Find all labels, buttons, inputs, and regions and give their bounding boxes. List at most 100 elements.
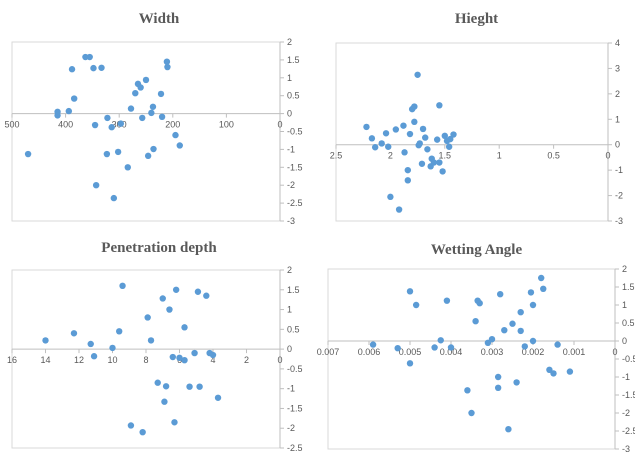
data-point [172,131,179,139]
x-tick-label: 0 [277,355,282,365]
data-point [412,301,420,309]
y-tick-label: 2 [622,264,627,274]
data-point [92,182,100,189]
data-point [501,327,508,334]
data-point [54,112,61,119]
y-tick-label: 3 [615,63,620,73]
data-point [194,288,202,295]
y-tick-label: 0.5 [622,318,635,328]
data-point [104,114,111,122]
x-tick-label: 16 [7,355,17,365]
chart-title: Width [138,11,180,27]
data-point [127,105,135,112]
x-tick-label: 10 [107,355,117,365]
data-point [87,340,94,348]
data-point [110,194,118,202]
x-tick-label: 2 [388,151,393,161]
data-point [150,145,157,153]
y-tick-label: 0.5 [287,91,300,101]
data-point [447,344,455,351]
data-point [414,71,421,78]
y-tick-label: -3 [622,444,630,452]
y-tick-label: 1 [287,305,292,315]
y-tick-label: 2 [615,89,620,99]
data-point [385,143,392,150]
data-point [70,95,78,102]
y-tick-label: 1 [622,300,627,310]
y-tick-label: -1.5 [287,403,303,413]
data-point [144,314,151,321]
y-tick-label: -1 [287,384,295,394]
data-point [441,132,448,140]
data-point [172,286,180,293]
y-tick-label: -2.5 [622,426,635,436]
data-point [404,166,412,174]
y-tick-label: 0 [287,344,292,354]
data-point [419,125,427,133]
data-point [436,102,443,109]
chart-title: Penetration depth [101,240,217,256]
data-point [450,131,457,138]
x-tick-label: 0.002 [522,347,545,357]
y-tick-label: 1.5 [622,282,635,292]
data-point [42,337,49,344]
data-point [109,344,116,352]
data-point [538,274,545,282]
data-point [540,285,547,292]
data-point [90,353,98,360]
data-point [132,89,139,97]
y-tick-label: -0.5 [287,127,303,137]
data-point [154,379,161,386]
x-tick-label: 1 [497,151,502,161]
y-tick-label: -1.5 [622,390,635,400]
y-tick-label: 1.5 [287,285,300,295]
x-tick-label: 0.5 [547,151,560,161]
data-point [400,122,407,129]
data-point [395,206,403,213]
x-tick-label: 14 [40,355,50,365]
y-tick-label: 0 [615,140,620,150]
plot-area [327,268,616,450]
data-point [433,136,441,143]
data-point [127,422,135,429]
data-point [214,394,222,401]
x-tick-label: 0 [605,151,610,161]
chart-width: Width 500400300200100021.510.50-0.5-1-1.… [0,0,318,228]
data-point [68,66,76,73]
data-point [521,343,528,350]
x-tick-label: 2.5 [330,151,343,161]
data-point [163,58,171,65]
y-tick-label: -2 [287,180,295,190]
data-point [114,148,122,156]
data-point [186,383,193,390]
data-point [424,146,431,153]
x-tick-label: 0.007 [317,347,340,357]
y-tick-label: -2.5 [287,443,303,452]
x-tick-label: 100 [219,120,234,130]
data-point [439,168,446,175]
y-tick-label: -2 [622,408,630,418]
data-point [566,368,574,375]
data-point [505,426,512,433]
data-point [436,159,443,166]
chart-plot: 0.007 0.006 0.005 0.004 0.003 0.002 0.001 0 2 1.5… [317,264,635,452]
data-point [116,328,123,335]
data-point [149,103,157,110]
data-point [181,356,188,364]
data-point [464,387,471,394]
x-tick-label: 0.001 [563,347,586,357]
y-tick-label: 1 [287,73,292,83]
plot-area [335,42,609,222]
data-point [554,341,561,348]
data-point [437,337,444,344]
data-point [176,354,183,362]
data-point [90,64,97,72]
data-point [368,135,376,142]
data-point [517,327,524,335]
data-point [404,177,412,184]
data-point [387,193,394,201]
data-point [181,324,188,331]
x-tick-label: 0.005 [399,347,422,357]
data-point [157,90,165,98]
chart-title: Wetting Angle [430,242,523,258]
